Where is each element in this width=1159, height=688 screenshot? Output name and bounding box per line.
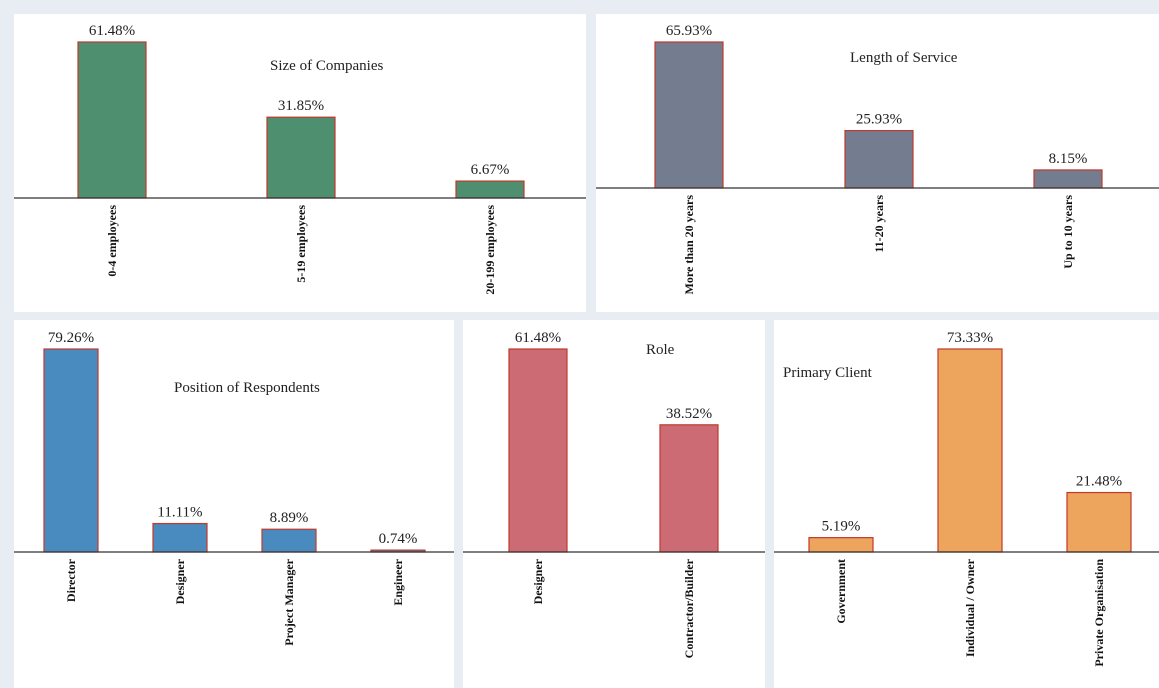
category-label-2: 20-199 employees: [483, 205, 497, 295]
chart-title: Size of Companies: [270, 58, 384, 74]
chart-svg: 79.26% Director 11.11% Designer 8.89% Project…: [14, 330, 454, 646]
data-label-2: 21.48%: [1076, 474, 1122, 490]
data-label-0: 61.48%: [89, 23, 135, 39]
data-label-0: 79.26%: [48, 330, 94, 346]
bar-2: [455, 180, 525, 199]
chart-title: Position of Respondents: [174, 380, 320, 396]
category-label-0: Designer: [531, 558, 545, 604]
category-label-0: Government: [834, 559, 848, 624]
chart-svg: 65.93% More than 20 years 25.93% 11-20 year…: [596, 23, 1159, 295]
category-label-2: Project Manager: [282, 558, 296, 645]
data-label-1: 31.85%: [278, 98, 324, 114]
category-label-1: Individual / Owner: [963, 558, 977, 657]
data-label-3: 0.74%: [379, 531, 418, 547]
category-label-1: Contractor/Builder: [682, 558, 696, 658]
bar-2: [1033, 169, 1103, 189]
bar-1: [266, 116, 336, 199]
chart-panel-length-of-service: Length of Service 65.93% More than 20 yea…: [596, 14, 1159, 312]
bar-0: [508, 348, 568, 553]
data-label-2: 8.15%: [1049, 151, 1088, 167]
bar-0: [808, 537, 874, 553]
chart-svg: 5.19% Government 73.33% Individual / Owner 2…: [774, 330, 1159, 667]
data-label-0: 61.48%: [515, 330, 561, 346]
category-label-3: Engineer: [391, 558, 405, 605]
category-label-2: Private Organisation: [1092, 559, 1106, 667]
bar-1: [152, 522, 208, 553]
chart-title: Role: [646, 342, 675, 358]
chart-panel-primary-client: Primary Client 5.19% Government 73.33% Indi…: [774, 320, 1159, 688]
category-label-1: Designer: [173, 558, 187, 604]
data-label-1: 25.93%: [856, 112, 902, 128]
chart-panel-size-of-companies: Size of Companies 61.48% 0-4 employees 31.…: [14, 14, 586, 312]
chart-title: Primary Client: [783, 365, 872, 381]
category-label-0: 0-4 employees: [105, 205, 119, 277]
category-label-0: More than 20 years: [682, 195, 696, 295]
bar-0: [77, 41, 147, 199]
bar-0: [43, 348, 99, 553]
data-label-0: 65.93%: [666, 23, 712, 39]
chart-panel-role: Role 61.48% Designer 38.52% Contractor/Buil…: [463, 320, 765, 688]
data-label-0: 5.19%: [822, 519, 861, 535]
chart-panel-position-of-respondents: Position of Respondents 79.26% Director 11…: [14, 320, 454, 688]
bar-2: [261, 528, 317, 553]
chart-svg: 61.48% Designer 38.52% Contractor/Builder: [463, 330, 765, 658]
bar-1: [937, 348, 1003, 553]
data-label-1: 11.11%: [157, 505, 202, 521]
bar-1: [659, 424, 719, 553]
category-label-1: 5-19 employees: [294, 205, 308, 283]
category-label-2: Up to 10 years: [1061, 195, 1075, 269]
bar-1: [844, 129, 914, 189]
category-label-0: Director: [64, 558, 78, 602]
category-label-1: 11-20 years: [872, 195, 886, 253]
chart-title: Length of Service: [850, 50, 958, 66]
data-label-2: 8.89%: [270, 510, 309, 526]
chart-svg: 61.48% 0-4 employees 31.85% 5-19 employees 6…: [14, 23, 586, 295]
data-label-1: 38.52%: [666, 406, 712, 422]
bar-0: [654, 41, 724, 189]
data-label-1: 73.33%: [947, 330, 993, 346]
bar-2: [1066, 491, 1132, 553]
data-label-2: 6.67%: [471, 162, 510, 178]
